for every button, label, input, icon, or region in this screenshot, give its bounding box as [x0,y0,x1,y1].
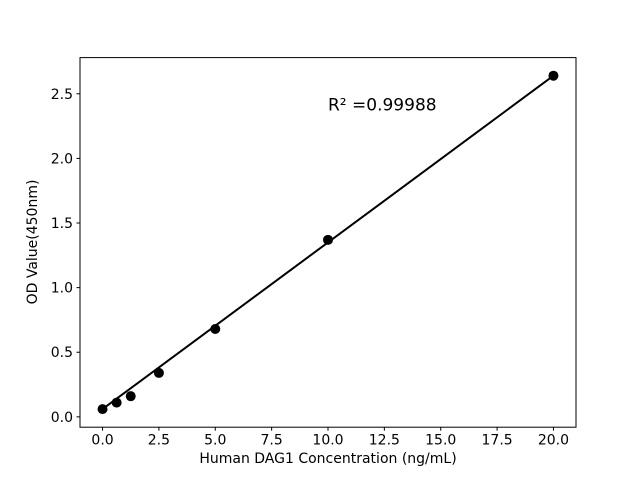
x-tick-label: 7.5 [261,433,283,449]
x-tick-label: 12.5 [369,433,400,449]
data-point [548,70,559,81]
x-axis-title: Human DAG1 Concentration (ng/mL) [199,451,456,467]
data-point [210,323,221,334]
y-axis-title: OD Value(450nm) [25,180,41,305]
data-series [97,70,559,415]
y-tick-label: 1.5 [51,216,73,232]
x-tick-label: 2.5 [148,433,170,449]
data-point [97,404,108,415]
data-point [111,397,122,408]
data-point [153,367,164,378]
y-tick-label: 2.5 [51,87,73,103]
y-tick-label: 0.5 [51,345,73,361]
y-tick-label: 1.0 [51,281,73,297]
x-tick-label: 0.0 [91,433,113,449]
y-axis: 0.0 0.5 1.0 1.5 2.0 2.5 [51,87,80,426]
x-tick-label: 10.0 [312,433,343,449]
x-tick-label: 20.0 [538,433,569,449]
plot-border [79,57,577,428]
x-tick-label: 15.0 [425,433,456,449]
x-tick-label: 17.5 [482,433,513,449]
y-tick-label: 2.0 [51,151,73,167]
x-axis: 0.0 2.5 5.0 7.5 10.0 12.5 15.0 17.5 20.0 [91,427,569,449]
data-point [125,391,136,402]
y-tick-label: 0.0 [51,410,73,426]
x-tick-label: 5.0 [204,433,226,449]
r-squared-annotation: R² =0.99988 [328,96,437,116]
data-point [323,234,333,245]
